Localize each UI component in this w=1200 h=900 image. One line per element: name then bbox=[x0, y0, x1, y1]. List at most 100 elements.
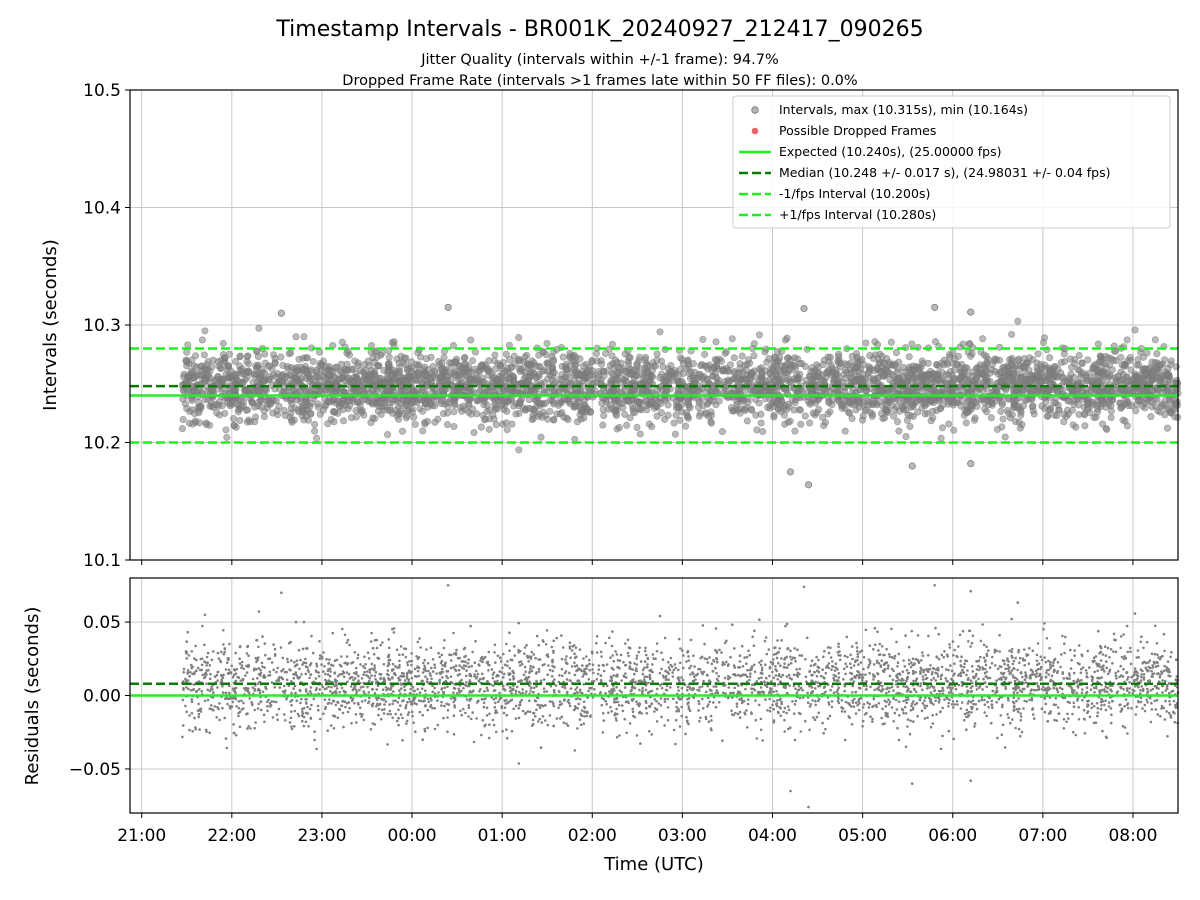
interval-point bbox=[408, 405, 416, 413]
interval-point bbox=[245, 368, 253, 376]
interval-point bbox=[838, 404, 846, 412]
interval-point bbox=[330, 408, 338, 416]
interval-point bbox=[424, 417, 432, 425]
residual-point bbox=[387, 678, 391, 681]
interval-point bbox=[1066, 355, 1074, 363]
residual-point bbox=[551, 669, 555, 673]
residual-point bbox=[190, 666, 193, 670]
interval-point bbox=[804, 481, 813, 489]
interval-point bbox=[450, 369, 458, 377]
residual-point bbox=[865, 680, 868, 683]
residual-point bbox=[935, 713, 938, 716]
interval-point bbox=[931, 303, 939, 311]
residual-point bbox=[1122, 688, 1125, 691]
residual-point bbox=[963, 718, 966, 722]
residual-point bbox=[655, 642, 659, 645]
interval-point bbox=[865, 363, 873, 371]
interval-point bbox=[1154, 374, 1162, 382]
interval-point bbox=[781, 362, 789, 370]
residual-point bbox=[538, 717, 541, 721]
interval-point bbox=[1123, 336, 1131, 344]
residual-point bbox=[673, 663, 677, 666]
residual-point bbox=[975, 688, 979, 691]
interval-point bbox=[916, 372, 924, 380]
interval-point bbox=[280, 407, 288, 415]
residual-point bbox=[230, 664, 233, 668]
residual-point bbox=[573, 749, 577, 752]
residual-point bbox=[855, 649, 859, 653]
interval-point bbox=[1108, 366, 1116, 374]
interval-point bbox=[852, 350, 861, 358]
residual-point bbox=[830, 685, 834, 688]
interval-point bbox=[975, 396, 983, 404]
interval-point bbox=[550, 416, 558, 424]
residual-point bbox=[443, 686, 447, 690]
residual-point bbox=[329, 670, 332, 673]
residual-point bbox=[406, 713, 410, 717]
residual-point bbox=[1150, 701, 1153, 705]
residual-point bbox=[534, 656, 537, 660]
residual-point bbox=[919, 684, 922, 688]
interval-point bbox=[673, 404, 681, 412]
residual-point bbox=[837, 676, 841, 679]
interval-point bbox=[574, 371, 582, 379]
residual-point bbox=[973, 722, 977, 725]
interval-point bbox=[611, 407, 619, 415]
residual-point bbox=[830, 705, 834, 709]
y-tick-label: 10.3 bbox=[83, 316, 121, 336]
residual-point bbox=[237, 706, 241, 710]
residual-point bbox=[259, 668, 262, 672]
interval-point bbox=[645, 420, 653, 428]
interval-point bbox=[901, 401, 909, 409]
interval-point bbox=[633, 362, 641, 370]
residual-point bbox=[763, 639, 767, 643]
residual-point bbox=[866, 666, 870, 669]
interval-point bbox=[812, 399, 820, 407]
interval-point bbox=[230, 415, 238, 423]
residual-point bbox=[440, 676, 444, 679]
interval-point bbox=[967, 460, 975, 468]
interval-point bbox=[1008, 330, 1016, 338]
interval-point bbox=[1167, 409, 1175, 417]
interval-point bbox=[623, 421, 631, 429]
interval-point bbox=[671, 430, 679, 438]
interval-point bbox=[742, 403, 750, 411]
interval-point bbox=[895, 407, 903, 415]
interval-point bbox=[821, 418, 829, 426]
interval-point bbox=[1001, 433, 1009, 441]
residual-point bbox=[185, 657, 188, 660]
residual-point bbox=[568, 647, 572, 650]
residual-point bbox=[1089, 688, 1093, 691]
residual-point bbox=[398, 659, 401, 663]
residual-point bbox=[799, 730, 803, 733]
residual-point bbox=[827, 651, 831, 655]
residual-point bbox=[508, 631, 511, 634]
interval-point bbox=[699, 335, 707, 343]
interval-point bbox=[621, 410, 629, 418]
residual-point bbox=[988, 666, 992, 669]
interval-point bbox=[881, 365, 889, 374]
interval-point bbox=[1084, 356, 1092, 364]
interval-point bbox=[970, 416, 979, 424]
residual-point bbox=[930, 678, 933, 682]
interval-point bbox=[202, 365, 210, 373]
interval-point bbox=[252, 370, 260, 379]
interval-point bbox=[528, 357, 536, 365]
interval-point bbox=[701, 350, 709, 358]
residual-point bbox=[187, 654, 191, 657]
residual-point bbox=[345, 671, 349, 674]
interval-point bbox=[797, 420, 805, 428]
interval-point bbox=[763, 358, 771, 366]
residual-point bbox=[660, 715, 663, 719]
residual-point bbox=[589, 714, 592, 717]
interval-point bbox=[738, 352, 746, 360]
residual-point bbox=[341, 627, 344, 631]
interval-point bbox=[1012, 386, 1020, 394]
residual-point bbox=[842, 678, 845, 681]
interval-point bbox=[337, 374, 346, 383]
residual-point bbox=[344, 705, 347, 709]
residual-point bbox=[893, 711, 897, 715]
residual-point bbox=[440, 704, 443, 707]
residual-point bbox=[1101, 665, 1104, 668]
residual-point bbox=[369, 728, 373, 731]
